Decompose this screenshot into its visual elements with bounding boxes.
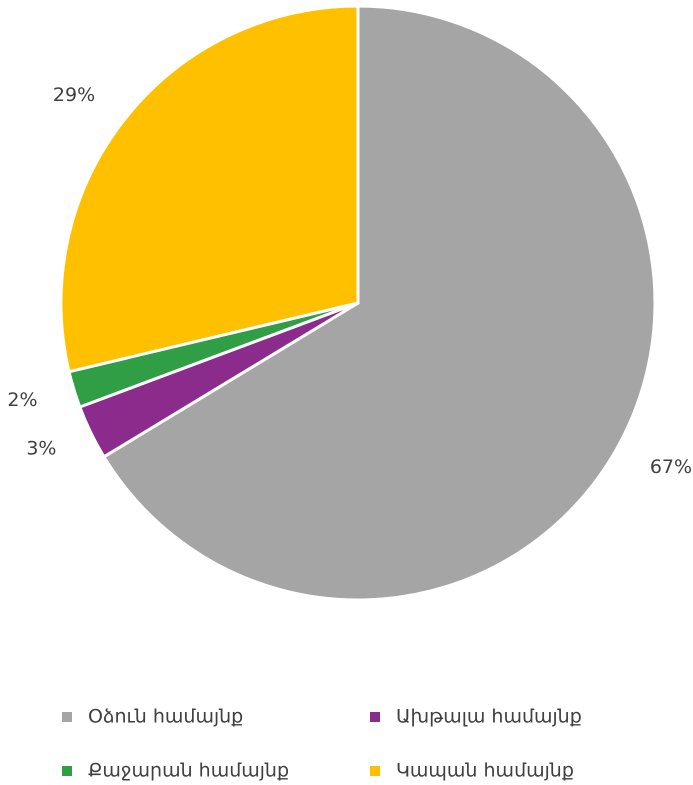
legend-swatch	[370, 712, 380, 722]
legend-label: Քաջարան համայնք	[88, 760, 289, 782]
pie-slice	[59, 4, 360, 374]
pie-slice	[101, 4, 657, 602]
legend-swatch	[62, 712, 72, 722]
data-label: 67%	[650, 456, 692, 478]
data-label: 2%	[7, 389, 37, 411]
legend-swatch	[370, 766, 380, 776]
legend-label: Կապան համայնք	[396, 760, 574, 782]
legend-label: Օձուն համայնք	[88, 706, 243, 728]
data-label: 3%	[26, 438, 56, 460]
data-label: 29%	[53, 84, 95, 106]
legend-swatch	[62, 766, 72, 776]
legend-label: Ախթալա համայնք	[396, 706, 582, 728]
